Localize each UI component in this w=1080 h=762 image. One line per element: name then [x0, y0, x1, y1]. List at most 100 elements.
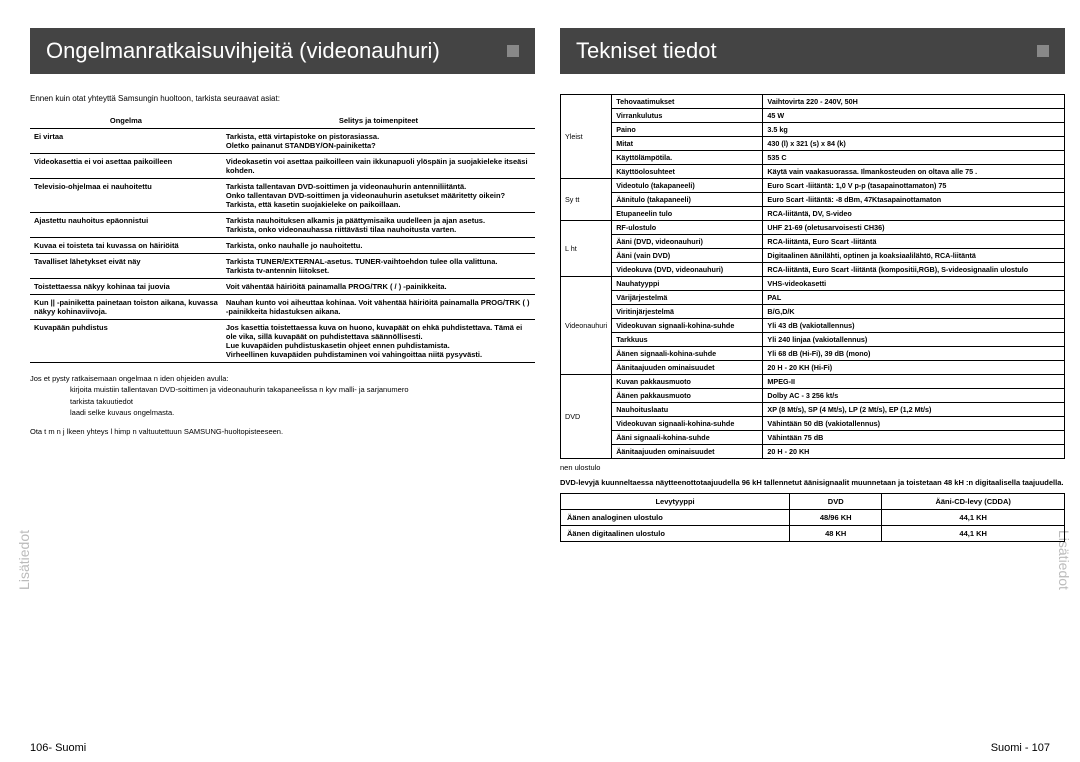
trouble-solution: Videokasetin voi asettaa paikoilleen vai… [222, 154, 535, 179]
spec-key: Käyttöolosuhteet [612, 165, 763, 179]
spec-key: Viritinjärjestelmä [612, 305, 763, 319]
spec-key: Äänen pakkausmuoto [612, 389, 763, 403]
trouble-problem: Kuvaa ei toisteta tai kuvassa on häiriöi… [30, 238, 222, 254]
spec-key: Videokuvan signaali-kohina-suhde [612, 319, 763, 333]
spec-value: B/G,D/K [763, 305, 1065, 319]
spec-key: Ääni signaali-kohina-suhde [612, 431, 763, 445]
spec-value: Digitaalinen äänilähti, optinen ja koaks… [763, 249, 1065, 263]
spec-value: 3.5 kg [763, 123, 1065, 137]
spec-key: Etupaneelin tulo [612, 207, 763, 221]
spec-value: XP (8 Mt/s), SP (4 Mt/s), LP (2 Mt/s), E… [763, 403, 1065, 417]
trouble-problem: Tavalliset lähetykset eivät näy [30, 254, 222, 279]
spec-category: Yleist [561, 95, 612, 179]
spec-key: Nauhatyyppi [612, 277, 763, 291]
spec-key: Äänen signaali-kohina-suhde [612, 347, 763, 361]
spec-key: Värijärjestelmä [612, 291, 763, 305]
footer-left-text: 106- Suomi [30, 742, 86, 754]
spec-key: Äänitaajuuden ominaisuudet [612, 445, 763, 459]
spec-category: Videonauhuri [561, 277, 612, 375]
spec-key: RF-ulostulo [612, 221, 763, 235]
spec-value: Vähintään 75 dB [763, 431, 1065, 445]
troubleshoot-table: Ongelma Selitys ja toimenpiteet Ei virta… [30, 113, 535, 363]
trouble-solution: Voit vähentää häiriöitä painamalla PROG/… [222, 279, 535, 295]
spec-category: DVD [561, 375, 612, 459]
spec-value: Yli 43 dB (vakiotallennus) [763, 319, 1065, 333]
notes-block: Jos et pysty ratkaisemaan ongelmaa n ide… [30, 373, 535, 437]
output-table: LevytyyppiDVDÄäni-CD-levy (CDDA) Äänen a… [560, 493, 1065, 542]
trouble-problem: Ei virtaa [30, 129, 222, 154]
output-header: Ääni-CD-levy (CDDA) [882, 494, 1065, 510]
spec-value: UHF 21-69 (oletusarvoisesti CH36) [763, 221, 1065, 235]
output-cell: 48 KH [790, 526, 882, 542]
spec-key: Paino [612, 123, 763, 137]
page-right: Tekniset tiedot YleistTehovaatimuksetVai… [560, 28, 1065, 728]
spec-value: Yli 240 linjaa (vakiotallennus) [763, 333, 1065, 347]
output-cell: 44,1 KH [882, 526, 1065, 542]
footer-right: Suomi - 107 [991, 742, 1050, 754]
trouble-problem: Ajastettu nauhoitus epäonnistui [30, 213, 222, 238]
trouble-solution: Tarkista tallentavan DVD-soittimen ja vi… [222, 179, 535, 213]
trouble-problem: Videokasettia ei voi asettaa paikoilleen [30, 154, 222, 179]
trouble-solution: Tarkista nauhoituksen alkamis ja päättym… [222, 213, 535, 238]
note2b: tarkista takuutiedot [70, 396, 535, 407]
spec-note: DVD-levyjä kuunneltaessa näytteenottotaa… [560, 478, 1065, 487]
page-left: Ongelmanratkaisuvihjeitä (videonauhuri) … [30, 28, 535, 728]
intro-text: Ennen kuin otat yhteyttä Samsungin huolt… [30, 94, 535, 103]
output-cell: 48/96 KH [790, 510, 882, 526]
output-cell: 44,1 KH [882, 510, 1065, 526]
note3: Ota t m n j lkeen yhteys l himp n valtuu… [30, 426, 535, 437]
title-left: Ongelmanratkaisuvihjeitä (videonauhuri) [30, 28, 535, 74]
trouble-solution: Tarkista, onko nauhalle jo nauhoitettu. [222, 238, 535, 254]
output-cell: Äänen digitaalinen ulostulo [561, 526, 790, 542]
spec-key: Ääni (vain DVD) [612, 249, 763, 263]
specs-table: YleistTehovaatimuksetVaihtovirta 220 - 2… [560, 94, 1065, 459]
footer-right-text: Suomi - 107 [991, 742, 1050, 754]
spec-value: RCA-liitäntä, Euro Scart -liitäntä [763, 235, 1065, 249]
spec-key: Videokuvan signaali-kohina-suhde [612, 417, 763, 431]
note2c: laadi selke kuvaus ongelmasta. [70, 407, 535, 418]
spec-value: Euro Scart -liitäntä: 1,0 V p-p (tasapai… [763, 179, 1065, 193]
trouble-problem: Kuvapään puhdistus [30, 320, 222, 363]
trouble-problem: Toistettaessa näkyy kohinaa tai juovia [30, 279, 222, 295]
spec-value: 430 (l) x 321 (s) x 84 (k) [763, 137, 1065, 151]
spec-note-title: nen ulostulo [560, 463, 1065, 472]
output-header: DVD [790, 494, 882, 510]
spec-value: MPEG-II [763, 375, 1065, 389]
spec-key: Äänitulo (takapaneeli) [612, 193, 763, 207]
spec-key: Ääni (DVD, videonauhuri) [612, 235, 763, 249]
spec-key: Kuvan pakkausmuoto [612, 375, 763, 389]
note1: Jos et pysty ratkaisemaan ongelmaa n ide… [30, 373, 535, 384]
spec-value: Yli 68 dB (Hi-Fi), 39 dB (mono) [763, 347, 1065, 361]
spec-value: VHS-videokasetti [763, 277, 1065, 291]
footer-left: 106- Suomi [30, 742, 86, 754]
spec-value: Vähintään 50 dB (vakiotallennus) [763, 417, 1065, 431]
spec-value: 45 W [763, 109, 1065, 123]
spec-key: Mitat [612, 137, 763, 151]
spec-value: 20 H - 20 KH [763, 445, 1065, 459]
spec-value: 20 H - 20 KH (Hi-Fi) [763, 361, 1065, 375]
spec-value: 535 C [763, 151, 1065, 165]
spec-key: Tehovaatimukset [612, 95, 763, 109]
th-problem: Ongelma [30, 113, 222, 129]
spec-key: Nauhoituslaatu [612, 403, 763, 417]
spec-category: L ht [561, 221, 612, 277]
title-right: Tekniset tiedot [560, 28, 1065, 74]
spec-value: Dolby AC - 3 256 kt/s [763, 389, 1065, 403]
trouble-problem: Kun || -painiketta painetaan toiston aik… [30, 295, 222, 320]
spec-value: RCA-liitäntä, Euro Scart -liitäntä (komp… [763, 263, 1065, 277]
spec-key: Äänitaajuuden ominaisuudet [612, 361, 763, 375]
spec-value: Euro Scart -liitäntä: -8 dBm, 47Ktasapai… [763, 193, 1065, 207]
output-header: Levytyyppi [561, 494, 790, 510]
note2a: kirjoita muistiin tallentavan DVD-soitti… [70, 384, 535, 395]
spec-key: Videokuva (DVD, videonauhuri) [612, 263, 763, 277]
spec-key: Virrankulutus [612, 109, 763, 123]
spec-key: Tarkkuus [612, 333, 763, 347]
spec-value: Käytä vain vaakasuorassa. Ilmankosteuden… [763, 165, 1065, 179]
spec-key: Videotulo (takapaneeli) [612, 179, 763, 193]
th-solution: Selitys ja toimenpiteet [222, 113, 535, 129]
spec-value: Vaihtovirta 220 - 240V, 50H [763, 95, 1065, 109]
trouble-problem: Televisio-ohjelmaa ei nauhoitettu [30, 179, 222, 213]
trouble-solution: Tarkista TUNER/EXTERNAL-asetus. TUNER-va… [222, 254, 535, 279]
output-cell: Äänen analoginen ulostulo [561, 510, 790, 526]
trouble-solution: Nauhan kunto voi aiheuttaa kohinaa. Voit… [222, 295, 535, 320]
